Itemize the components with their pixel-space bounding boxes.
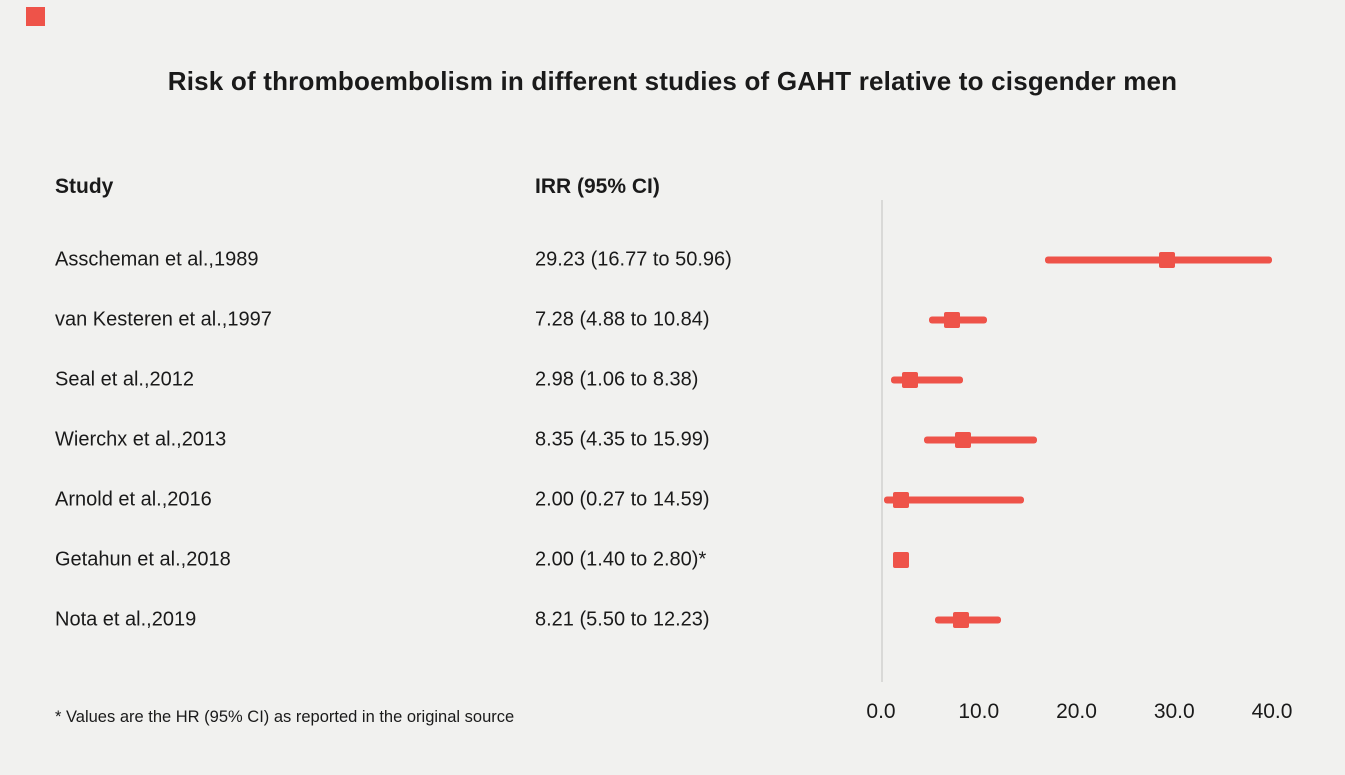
irr-ci-value: 2.00 (0.27 to 14.59) [535, 488, 710, 511]
confidence-interval-line [923, 436, 1038, 444]
confidence-interval-line [1044, 256, 1272, 264]
x-axis-tick-label: 20.0 [1056, 700, 1097, 723]
study-label: Seal et al.,2012 [55, 368, 194, 391]
ci-plot-area [881, 410, 1272, 470]
study-label: van Kesteren et al.,1997 [55, 308, 272, 331]
study-row: Nota et al.,2019 8.21 (5.50 to 12.23) [0, 590, 1345, 650]
point-estimate-marker [902, 372, 919, 388]
column-headers: Study IRR (95% CI) [0, 157, 1345, 217]
point-estimate-marker [944, 312, 961, 328]
footnote: * Values are the HR (95% CI) as reported… [55, 708, 515, 726]
x-axis-tick-label: 30.0 [1153, 700, 1195, 723]
irr-ci-value: 2.00 (1.40 to 2.80)* [535, 548, 707, 571]
x-axis-tick-label: 10.0 [958, 700, 1000, 723]
irr-ci-value: 8.35 (4.35 to 15.99) [535, 428, 710, 451]
ci-plot-area [881, 350, 1272, 410]
study-label: Arnold et al.,2016 [55, 488, 212, 511]
study-column-header: Study [55, 175, 114, 198]
study-label: Getahun et al.,2018 [55, 548, 231, 571]
study-row: Seal et al.,2012 2.98 (1.06 to 8.38) [0, 350, 1345, 410]
point-estimate-marker [953, 612, 970, 628]
point-estimate-marker [954, 432, 971, 448]
x-axis-tick-label: 0.0 [866, 700, 896, 723]
study-row: Getahun et al.,2018 2.00 (1.40 to 2.80)* [0, 530, 1345, 590]
irr-ci-value: 7.28 (4.88 to 10.84) [535, 308, 710, 331]
ci-plot-area [881, 290, 1272, 350]
study-row: Arnold et al.,2016 2.00 (0.27 to 14.59) [0, 470, 1345, 530]
irr-ci-value: 29.23 (16.77 to 50.96) [535, 248, 732, 271]
study-label: Asscheman et al.,1989 [55, 248, 259, 271]
confidence-interval-line [883, 496, 1024, 504]
ci-plot-area [881, 590, 1272, 650]
study-label: Wierchx et al.,2013 [55, 428, 227, 451]
confidence-interval-line [891, 376, 963, 384]
ci-plot-area [881, 230, 1272, 290]
zero-axis-gridline [881, 200, 883, 682]
x-axis-tick-labels: 0.0 10.0 20.0 30.0 40.0 [866, 700, 1292, 730]
brand-red-square-logo [26, 7, 45, 26]
study-row: Wierchx et al.,2013 8.35 (4.35 to 15.99) [0, 410, 1345, 470]
study-row: van Kesteren et al.,1997 7.28 (4.88 to 10… [0, 290, 1345, 350]
point-estimate-marker [892, 492, 909, 508]
irr-ci-value: 8.21 (5.50 to 12.23) [535, 608, 710, 631]
x-axis-tick-label: 40.0 [1251, 700, 1293, 723]
ci-plot-area [881, 470, 1272, 530]
ci-plot-area [881, 530, 1272, 590]
study-row: Asscheman et al.,1989 29.23 (16.77 to 50.… [0, 230, 1345, 290]
point-estimate-marker [1158, 252, 1175, 268]
irr-column-header: IRR (95% CI) [535, 175, 660, 198]
point-estimate-marker [892, 552, 909, 568]
chart-title: Risk of thromboembolism in different stu… [167, 66, 1178, 96]
study-label: Nota et al.,2019 [55, 608, 197, 631]
irr-ci-value: 2.98 (1.06 to 8.38) [535, 368, 699, 391]
